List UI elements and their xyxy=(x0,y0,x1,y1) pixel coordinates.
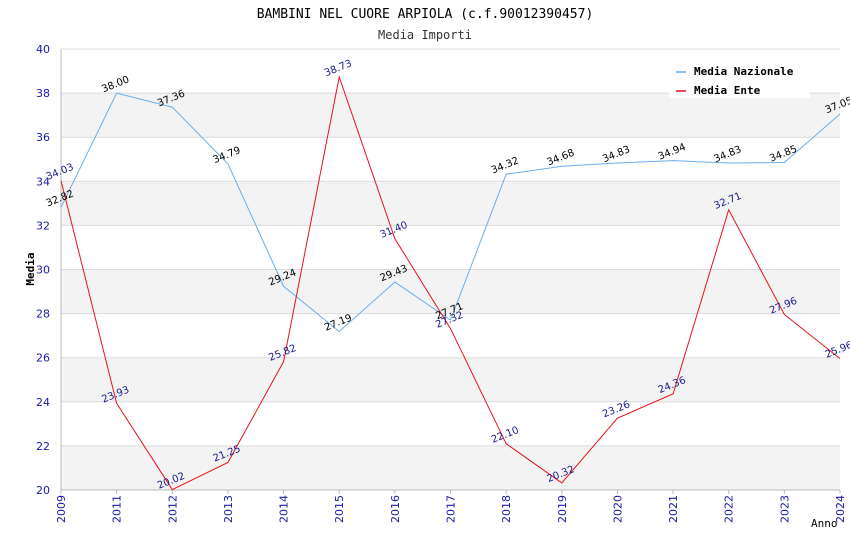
y-tick-label: 36 xyxy=(36,131,50,144)
y-axis-label: Media xyxy=(24,252,37,285)
y-tick-label: 40 xyxy=(36,43,50,56)
gridlines xyxy=(61,48,840,491)
data-label-nazionale: 34.83 xyxy=(601,144,632,165)
y-tick-label: 30 xyxy=(36,264,50,277)
grid-band xyxy=(61,181,840,226)
x-tick-label: 2024 xyxy=(834,495,847,523)
y-tick-label: 24 xyxy=(36,396,50,409)
x-tick-label: 2020 xyxy=(611,495,624,523)
legend-label-ente: Media Ente xyxy=(694,84,761,97)
x-tick-label: 2016 xyxy=(389,495,402,523)
grid-band xyxy=(61,445,840,490)
data-label-nazionale: 34.94 xyxy=(657,142,688,163)
data-label-ente: 23.26 xyxy=(601,399,632,420)
x-tick-labels: 2009 2011 2012 2013 2014 2015 2016 2017 2018 2019… xyxy=(55,495,847,523)
x-tick-label: 2021 xyxy=(667,495,680,523)
x-tick-label: 2015 xyxy=(333,495,346,523)
y-tick-label: 28 xyxy=(36,308,50,321)
grid-band xyxy=(61,357,840,402)
x-tick-label: 2023 xyxy=(778,495,791,523)
legend: Media Nazionale Media Ente xyxy=(669,60,810,98)
grid-band xyxy=(61,269,840,314)
data-label-ente: 34.03 xyxy=(45,162,76,183)
y-tick-label: 34 xyxy=(36,175,50,188)
axes xyxy=(60,49,841,494)
y-tick-label: 38 xyxy=(36,87,50,100)
y-tick-label: 32 xyxy=(36,219,50,232)
x-tick-label: 2011 xyxy=(111,495,124,523)
chart-subtitle: Media Importi xyxy=(378,28,472,42)
y-tick-label: 20 xyxy=(36,484,50,497)
data-label-ente: 38.73 xyxy=(323,58,354,79)
x-tick-label: 2014 xyxy=(278,495,291,523)
data-label-nazionale: 34.83 xyxy=(712,144,743,165)
chart-title: BAMBINI NEL CUORE ARPIOLA (c.f.900123904… xyxy=(257,7,594,22)
series-line-ente xyxy=(60,75,841,491)
y-tick-label: 26 xyxy=(36,352,50,365)
data-label-nazionale: 38.00 xyxy=(100,74,131,95)
x-tick-label: 2009 xyxy=(55,495,68,523)
x-tick-label: 2018 xyxy=(500,495,513,523)
legend-label-nazionale: Media Nazionale xyxy=(694,65,794,78)
grid-band xyxy=(61,93,840,138)
x-axis-label: Anno xyxy=(811,517,838,530)
series-lines xyxy=(60,75,841,491)
x-tick-label: 2022 xyxy=(723,495,736,523)
data-label-nazionale: 34.85 xyxy=(768,144,799,165)
x-tick-label: 2017 xyxy=(445,495,458,523)
x-tick-label: 2019 xyxy=(556,495,569,523)
legend-box xyxy=(669,60,810,98)
series-line-nazionale xyxy=(60,92,841,333)
y-tick-label: 22 xyxy=(36,440,50,453)
grid-bands xyxy=(61,93,840,490)
x-tick-label: 2012 xyxy=(166,495,179,523)
y-tick-labels: 20 22 24 26 28 30 32 34 36 38 40 xyxy=(36,43,50,497)
x-tick-label: 2013 xyxy=(222,495,235,523)
